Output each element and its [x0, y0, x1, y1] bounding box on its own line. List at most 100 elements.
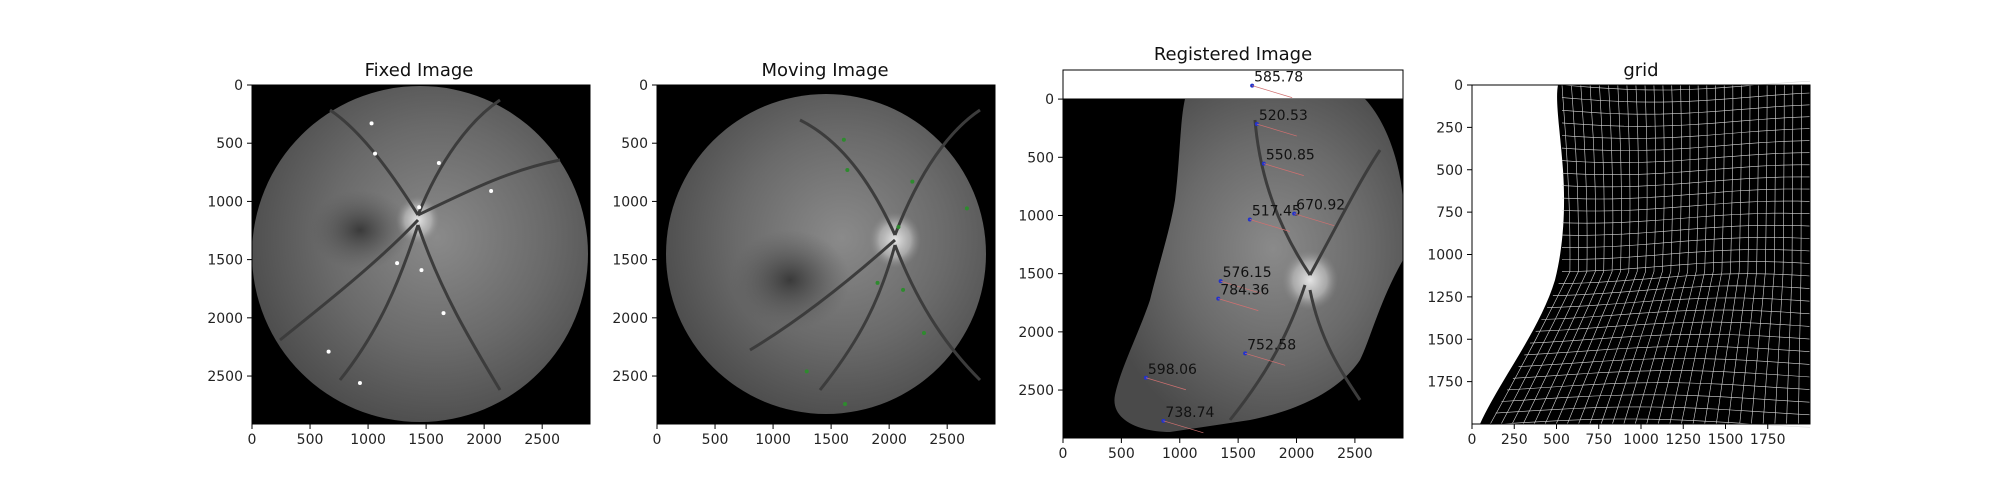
error-line	[1294, 213, 1335, 226]
distance-label: 670.92	[1296, 198, 1345, 214]
y-tick-label: 2000	[1018, 325, 1054, 341]
landmark-point	[357, 381, 362, 386]
distance-label: 738.74	[1165, 405, 1214, 421]
y-tick-label: 1000	[1018, 208, 1054, 224]
grid-line-horizontal	[1547, 297, 1811, 308]
y-tick-label: 250	[1436, 120, 1463, 136]
x-tick-label: 500	[1108, 446, 1135, 462]
grid-line-horizontal	[1507, 382, 1811, 391]
distance-label: 784.36	[1220, 283, 1269, 299]
grid-line-vertical	[1623, 84, 1674, 425]
panel-title: Moving Image	[761, 60, 888, 81]
y-tick-label: 1000	[612, 194, 648, 210]
y-tick-label: 0	[234, 78, 243, 94]
x-tick-label: 250	[1501, 432, 1528, 448]
axes-frame	[1062, 69, 1404, 439]
y-tick-label: 1500	[1018, 267, 1054, 283]
grid-line-vertical	[1657, 84, 1699, 425]
axes-frame	[251, 84, 591, 425]
grid-line-horizontal	[1561, 188, 1811, 200]
grid-line-horizontal	[1561, 128, 1811, 139]
grid-line-vertical	[1751, 85, 1768, 425]
x-tick-label: 1000	[1623, 432, 1659, 448]
axes: 0 500 1000 1500 2000 2500 0 500 1000 1500 2000 2500	[207, 78, 591, 448]
grid-line-horizontal	[1561, 164, 1810, 175]
error-line	[1256, 123, 1297, 137]
fixed-image-panel: Fixed Image 0 500 1000 1500 2000 2500 0 500 1000…	[207, 60, 591, 448]
y-tick-label: 2500	[1018, 383, 1054, 399]
y-tick-label: 500	[621, 136, 648, 152]
grid-line-vertical	[1716, 85, 1742, 425]
grid-panel: grid 0 250 500 750 1000 1250 1500 1750 0 250 500 75…	[1427, 60, 1811, 448]
error-line	[1263, 163, 1304, 176]
x-tick-label: 1000	[755, 432, 791, 448]
blank-top-strip	[1062, 69, 1404, 100]
landmark-point	[896, 225, 901, 230]
grid-line-vertical	[1578, 84, 1639, 425]
landmark-point	[441, 311, 446, 316]
grid-line-horizontal	[1561, 140, 1811, 151]
landmark-point	[419, 268, 424, 273]
moving-image-panel: Moving Image 0 500 1000 1500 2000 2500 0 500 100…	[612, 60, 996, 448]
landmark-point	[395, 261, 400, 266]
x-tick-label: 1500	[1220, 446, 1256, 462]
y-tick-label: 750	[1436, 205, 1463, 221]
grid-line-horizontal	[1561, 80, 1811, 91]
landmark-point	[910, 179, 915, 184]
distance-label: 752.58	[1247, 337, 1296, 353]
grid-line-horizontal	[1524, 346, 1811, 356]
grid-line-horizontal	[1529, 334, 1811, 344]
fundus-image	[252, 86, 588, 422]
landmark-points	[326, 121, 494, 386]
grid-line-vertical	[1511, 84, 1588, 425]
distance-label: 585.78	[1254, 70, 1303, 86]
grid-line-horizontal	[1535, 321, 1811, 332]
y-tick-label: 2500	[612, 369, 648, 385]
grid-line-vertical	[1589, 84, 1648, 425]
grid-line-vertical	[1555, 84, 1622, 425]
axes: 0 500 1000 1500 2000 2500 0 500 1000 1500 2000 2500	[612, 78, 996, 448]
landmark-point	[964, 206, 969, 211]
error-line	[1249, 219, 1290, 232]
grid-line-horizontal	[1561, 152, 1811, 163]
y-tick-label: 1500	[612, 253, 648, 269]
x-tick-label: 2500	[524, 432, 560, 448]
grid-line-horizontal	[1561, 200, 1811, 212]
landmark-points	[804, 137, 969, 406]
grid-line-vertical	[1739, 85, 1759, 425]
x-tick-label: 500	[1543, 432, 1570, 448]
x-tick-label: 0	[1059, 446, 1068, 462]
distance-label: 576.15	[1223, 265, 1272, 281]
y-tick-label: 2500	[207, 369, 243, 385]
grid-line-horizontal	[1561, 224, 1811, 236]
x-tick-label: 1500	[813, 432, 849, 448]
landmark-point	[845, 167, 850, 172]
landmark-point	[436, 160, 441, 165]
y-tick-label: 2000	[207, 311, 243, 327]
landmark-point	[417, 205, 422, 210]
grid-line-vertical	[1544, 84, 1614, 425]
axes: 0 250 500 750 1000 1250 1500 1750 0 250 500 750 1000…	[1427, 78, 1811, 448]
error-line	[1252, 85, 1293, 98]
panel-title: Fixed Image	[365, 60, 474, 81]
y-tick-label: 1250	[1427, 290, 1463, 306]
grid-line-vertical	[1669, 84, 1708, 425]
error-line	[1220, 280, 1261, 294]
x-tick-label: 2000	[871, 432, 907, 448]
x-tick-label: 2500	[929, 432, 965, 448]
x-tick-label: 500	[297, 432, 324, 448]
axes: 0 500 1000 1500 2000 2500 0 500 1000 1500 2000 2500	[1018, 69, 1404, 462]
grid-line-horizontal	[1495, 406, 1811, 416]
error-line	[1145, 377, 1186, 391]
registered-image-panel: Registered Image 585.78 520.53 550.85 517.4…	[1018, 44, 1404, 462]
x-tick-label: 1000	[1162, 446, 1198, 462]
grid-line-vertical	[1704, 84, 1734, 425]
landmark-point	[901, 287, 906, 292]
y-tick-label: 500	[1436, 163, 1463, 179]
distance-label: 598.06	[1148, 362, 1197, 378]
x-tick-label: 500	[702, 432, 729, 448]
panel-title: grid	[1623, 60, 1658, 81]
x-tick-label: 0	[248, 432, 257, 448]
grid-line-horizontal	[1561, 104, 1811, 115]
